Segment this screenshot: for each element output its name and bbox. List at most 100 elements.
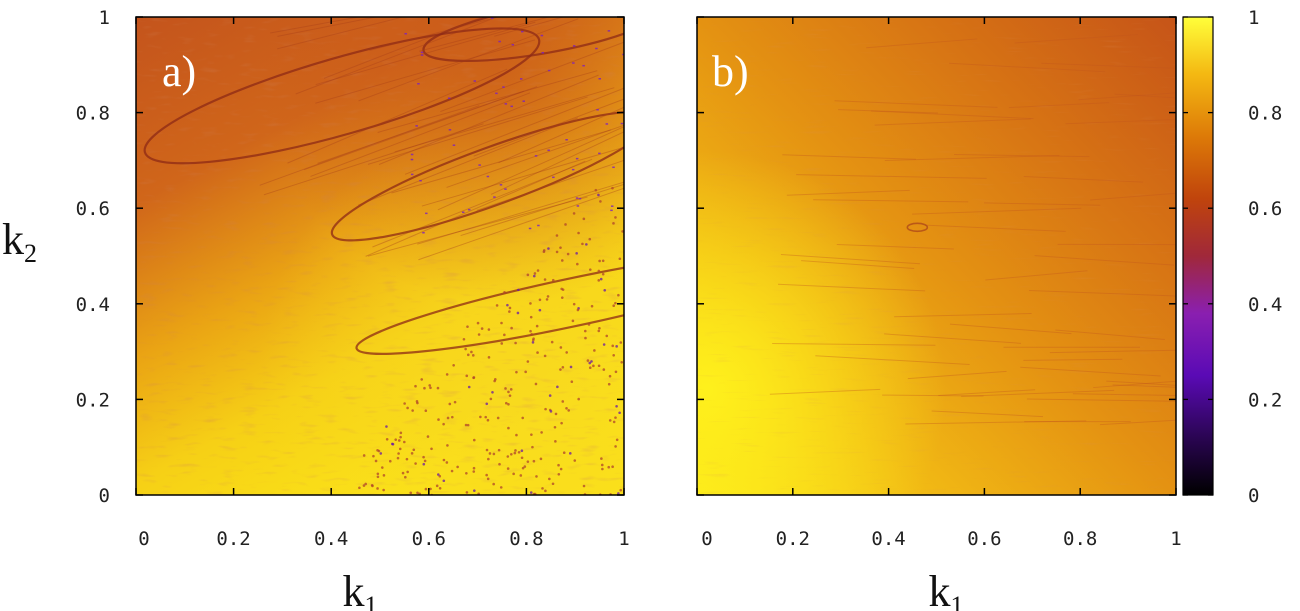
fringe-dot [509, 388, 513, 391]
streak-line [984, 202, 1101, 206]
fringe-dot [534, 382, 538, 386]
fringe-dot [611, 344, 615, 348]
fringe-dot [614, 416, 617, 419]
speckle [415, 125, 418, 127]
fringe-dot [547, 247, 550, 250]
fringe-dot [376, 487, 379, 490]
speckle [537, 224, 540, 227]
fringe-dot [521, 416, 525, 420]
fringe-dot [560, 421, 563, 425]
streak-line [1112, 384, 1176, 388]
fringe-dot [476, 321, 480, 325]
fringe-dot [532, 337, 535, 340]
fringe-dot [397, 452, 400, 455]
fringe-dot [531, 341, 535, 344]
fringe-dot [510, 453, 513, 456]
fringe-dot [462, 337, 466, 341]
fringe-dot [420, 378, 424, 381]
fringe-dot [376, 449, 379, 452]
fringe-dot [588, 237, 592, 241]
fringe-dot [594, 188, 598, 192]
fringe-dot [598, 326, 601, 330]
streak-line [365, 160, 586, 257]
fringe-dot [362, 454, 366, 457]
x-tick-label: 0.2 [776, 528, 810, 550]
streak-line [1023, 358, 1123, 361]
fringe-dot [495, 304, 499, 307]
fringe-dot [485, 448, 489, 452]
fringe-dot [615, 404, 618, 408]
fringe-dot [559, 346, 563, 349]
speckle [519, 78, 523, 80]
fringe-dot [583, 329, 587, 333]
streak-line [884, 154, 1060, 162]
y-axis-ticks-a: 0 0.2 0.4 0.6 0.8 1 [76, 7, 624, 507]
streak-line [838, 109, 938, 114]
fringe-dot [364, 482, 367, 486]
fringe-dot [565, 351, 568, 354]
speckle [490, 17, 494, 19]
speckle [582, 64, 585, 67]
fringe-dot [535, 475, 538, 478]
heatmap-panel-b: b) 0 0.2 0.4 0.6 0.8 1 k1 [696, 16, 1182, 611]
fringe-dot [597, 279, 601, 282]
fringe-dot [451, 415, 454, 419]
streak-line [1093, 380, 1176, 389]
fringe-dot [520, 456, 524, 460]
speckle [473, 80, 477, 82]
fringe-dot [599, 200, 602, 203]
fringe-dot [618, 257, 622, 261]
fringe-dot [600, 457, 603, 460]
x-axis-ticks-a: 0 0.2 0.4 0.6 0.8 1 [135, 17, 630, 550]
streak-line [1008, 102, 1110, 109]
streak-line [270, 17, 362, 34]
x-axis-label-b: k1 [929, 567, 964, 611]
fringe-dot [618, 411, 621, 415]
fringe-dot [388, 459, 392, 463]
fringe-dot [382, 474, 386, 477]
speckle [572, 45, 576, 47]
fringe-dot [524, 370, 527, 374]
fringe-dot [513, 451, 517, 455]
resonance-curve [906, 222, 929, 233]
fringe-dot [371, 484, 374, 488]
speckle [576, 205, 580, 207]
streak-line [925, 224, 1066, 232]
fringe-dot [535, 324, 539, 328]
fringe-dot [423, 459, 427, 463]
streak-line [358, 117, 579, 206]
fringe-dot [376, 472, 380, 476]
x-tick-label: 0.4 [314, 528, 348, 550]
fringe-dot [612, 222, 615, 225]
fringe-dot [529, 302, 532, 305]
speckle [571, 168, 575, 171]
fringe-dot [487, 356, 491, 359]
fringe-dot [550, 340, 554, 344]
fringe-dot [598, 259, 601, 263]
speckle [452, 144, 456, 146]
fringe-dot [484, 415, 488, 419]
speckle [495, 92, 498, 95]
fringe-dot [503, 333, 506, 337]
speckle [486, 175, 490, 178]
fringe-dot [488, 452, 492, 455]
colorbar-tick-label: 1 [1248, 7, 1259, 29]
speckle [498, 40, 501, 43]
fringe-dot [477, 333, 481, 336]
fringe-dot [571, 319, 575, 323]
x-axis-label-b-sub: 1 [951, 591, 964, 611]
fringe-dot [543, 354, 547, 358]
fringe-dot [498, 462, 501, 466]
streak-line [796, 174, 987, 179]
fringe-dot [538, 298, 542, 302]
fringe-dot [403, 402, 406, 405]
fringe-dot [409, 491, 413, 495]
fringe-dot [486, 418, 490, 422]
fringe-dot [532, 274, 536, 278]
fringe-dot [620, 360, 624, 364]
fringe-dot [415, 400, 419, 403]
speckle [565, 139, 568, 141]
fringe-dot [489, 397, 493, 401]
fringe-dot [362, 484, 366, 487]
speckle [598, 152, 601, 155]
